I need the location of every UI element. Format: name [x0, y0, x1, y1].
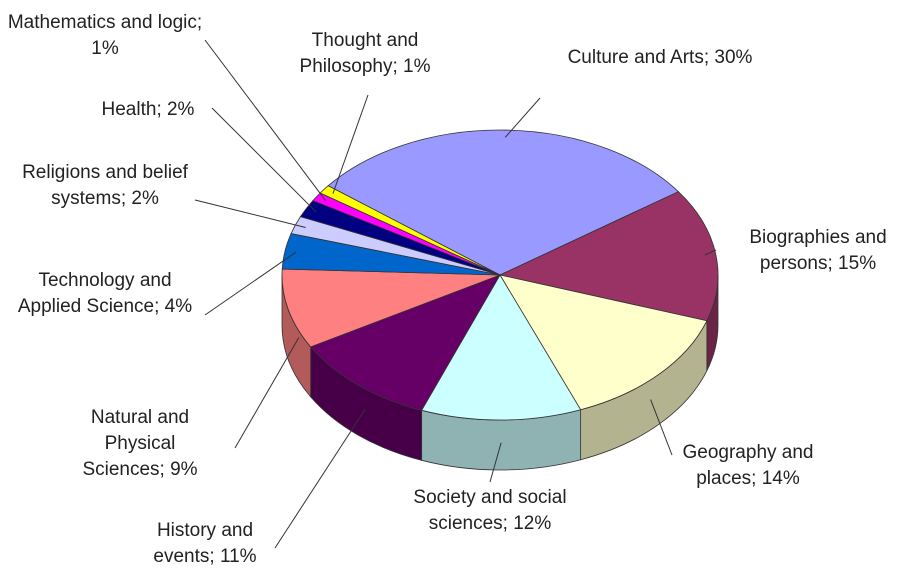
- slice: [281, 268, 501, 348]
- leader-line: [504, 97, 541, 138]
- slice: [499, 274, 708, 411]
- data-label: Religions and belief systems; 2%: [22, 162, 188, 209]
- slice: [421, 274, 582, 421]
- leader-line: [274, 409, 366, 549]
- data-label: Health; 2%: [101, 99, 195, 120]
- data-label: Culture and Arts; 30%: [567, 47, 753, 68]
- data-label: Geography and places; 14%: [682, 442, 814, 489]
- data-label: Natural and Physical Sciences; 9%: [82, 407, 198, 480]
- leader-line: [204, 251, 297, 316]
- leader-line: [650, 399, 673, 456]
- leader-line: [204, 39, 327, 201]
- data-label: Mathematics and logic; 1%: [7, 12, 203, 59]
- leader-line: [211, 107, 317, 213]
- data-label: Society and social sciences; 12%: [413, 487, 567, 534]
- slice: [310, 274, 501, 411]
- slice: [327, 129, 680, 276]
- data-label: Thought and Philosophy; 1%: [299, 30, 431, 77]
- leader-line: [489, 442, 502, 483]
- leader-line: [332, 94, 369, 194]
- data-label: History and events; 11%: [153, 520, 257, 567]
- data-label: Technology and Applied Science; 4%: [17, 270, 193, 317]
- leader-line: [234, 337, 300, 449]
- slice: [498, 191, 719, 322]
- leader-line: [704, 249, 717, 256]
- leader-line: [194, 199, 306, 228]
- data-label: Biographies and persons; 15%: [749, 227, 887, 274]
